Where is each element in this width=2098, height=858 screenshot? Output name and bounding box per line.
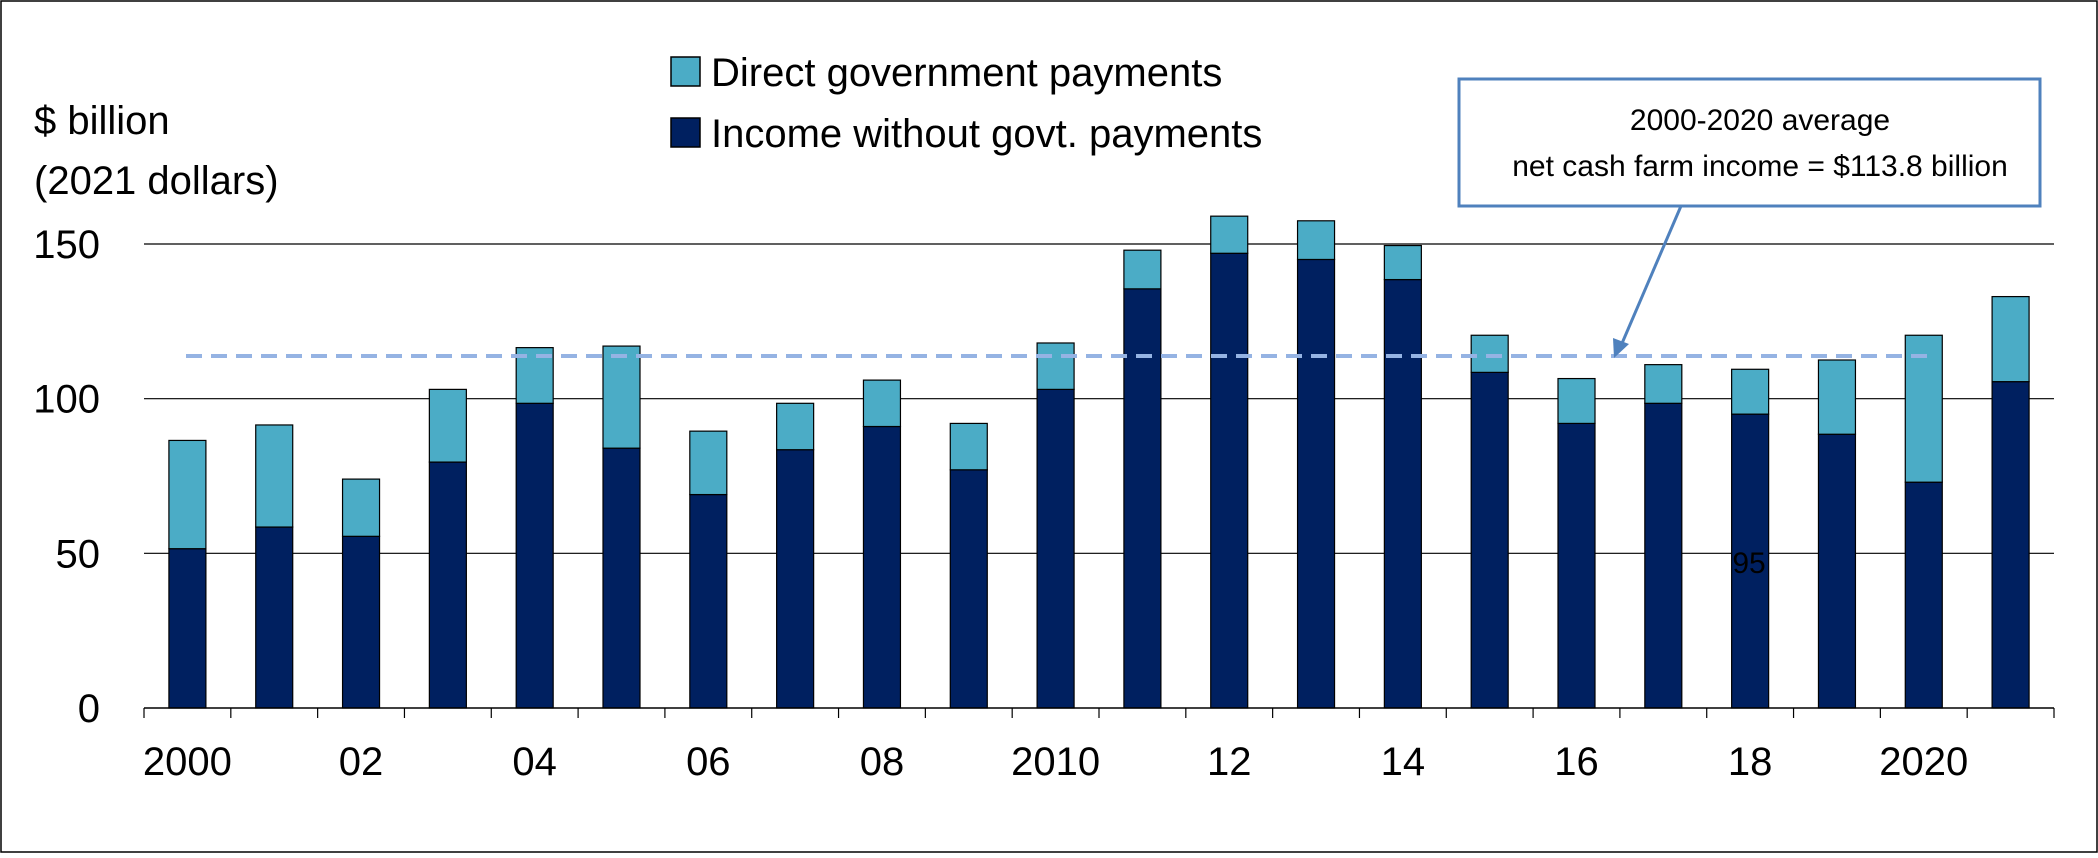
bar-direct-govt-payments <box>255 424 294 528</box>
bar-income-without-govt <box>689 493 728 709</box>
stray-data-label: 95 <box>1732 547 1765 580</box>
bar-direct-govt-payments <box>1731 368 1770 415</box>
bar-direct-govt-payments <box>428 388 467 463</box>
bar-income-without-govt <box>862 425 902 709</box>
bar-income-without-govt <box>255 526 294 709</box>
bar-income-without-govt <box>1904 481 1943 709</box>
callout-text-line2: net cash farm income = $113.8 billion <box>1512 150 2008 183</box>
bar-direct-govt-payments <box>1383 244 1422 281</box>
bar-direct-govt-payments <box>1817 359 1857 435</box>
bar-income-without-govt <box>168 548 207 709</box>
x-tick-label: 08 <box>860 740 905 784</box>
x-tick-label: 2020 <box>1879 740 1968 784</box>
callout-box <box>1457 77 2042 208</box>
bar-income-without-govt <box>1383 278 1422 709</box>
bar-income-without-govt <box>341 535 381 709</box>
x-tick-label: 12 <box>1207 740 1252 784</box>
bar-direct-govt-payments <box>1036 342 1075 390</box>
bar-direct-govt-payments <box>949 422 988 471</box>
bar-income-without-govt <box>1991 381 2030 709</box>
x-tick-label: 06 <box>686 740 731 784</box>
x-tick-label: 2010 <box>1011 740 1100 784</box>
bar-income-without-govt <box>1644 402 1683 709</box>
bar-direct-govt-payments <box>1991 295 2030 383</box>
bar-direct-govt-payments <box>341 478 381 537</box>
bar-direct-govt-payments <box>862 379 902 428</box>
bar-direct-govt-payments <box>1644 364 1683 404</box>
bar-direct-govt-payments <box>1296 220 1336 261</box>
x-tick-label: 02 <box>339 740 384 784</box>
y-tick-label: 50 <box>56 532 101 576</box>
bar-income-without-govt <box>776 449 815 709</box>
bar-direct-govt-payments <box>776 402 815 451</box>
callout-text-line1: 2000-2020 average <box>1630 104 1890 137</box>
callout-arrow <box>1618 205 1683 349</box>
x-tick-label: 2000 <box>143 740 232 784</box>
x-tick-label: 04 <box>512 740 557 784</box>
bar-income-without-govt <box>949 469 988 709</box>
bar-direct-govt-payments <box>689 430 728 496</box>
y-axis-label-line1: $ billion <box>34 99 170 143</box>
y-tick-label: 0 <box>78 687 100 731</box>
bar-income-without-govt <box>515 402 554 709</box>
callout-arrowhead <box>1613 338 1629 358</box>
bar-direct-govt-payments <box>602 345 641 449</box>
bar-income-without-govt <box>1123 288 1162 709</box>
bar-income-without-govt <box>602 447 641 709</box>
y-axis-label-line2: (2021 dollars) <box>34 159 279 203</box>
x-tick-label: 18 <box>1728 740 1773 784</box>
bar-direct-govt-payments <box>1557 377 1596 425</box>
x-tick-label: 16 <box>1554 740 1599 784</box>
legend-label-income-without-govt: Income without govt. payments <box>711 112 1262 156</box>
legend-swatch-direct-govt-payments <box>670 56 701 87</box>
average-callout: 2000-2020 average net cash farm income =… <box>1457 77 2042 358</box>
bar-income-without-govt <box>1470 371 1509 709</box>
bar-direct-govt-payments <box>168 439 207 550</box>
legend-label-direct-govt-payments: Direct government payments <box>711 51 1222 95</box>
bar-direct-govt-payments <box>1470 334 1509 373</box>
bar-income-without-govt <box>1210 252 1249 709</box>
x-tick-label: 14 <box>1381 740 1426 784</box>
bar-income-without-govt <box>428 461 467 709</box>
bars <box>168 215 2030 709</box>
bar-direct-govt-payments <box>1210 215 1249 254</box>
x-axis: 2000 02 04 06 08 2010 12 14 16 18 2020 <box>143 707 2055 784</box>
bar-income-without-govt <box>1296 258 1336 709</box>
legend: Direct government payments Income withou… <box>670 51 1262 156</box>
y-tick-label: 150 <box>33 223 100 267</box>
legend-swatch-income-without-govt <box>670 117 701 148</box>
bar-income-without-govt <box>1817 433 1857 709</box>
bar-income-without-govt <box>1036 388 1075 709</box>
bar-direct-govt-payments <box>1904 334 1943 483</box>
bar-direct-govt-payments <box>1123 249 1162 290</box>
y-tick-label: 100 <box>33 378 100 422</box>
bar-income-without-govt <box>1557 422 1596 709</box>
